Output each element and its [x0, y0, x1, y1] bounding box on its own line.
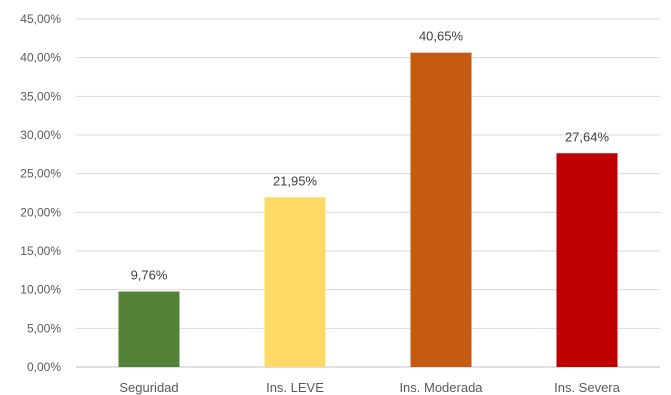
y-axis-ticks: 0,00% 5,00% 10,00% 15,00% 20,00% 25,00% 30,00%… [20, 12, 61, 374]
data-label: 27,64% [565, 129, 610, 144]
category-label: Seguridad [119, 380, 178, 395]
x-axis-categories: Seguridad Ins. LEVE Ins. Moderada Ins. Seve… [119, 380, 620, 395]
y-tick-label: 15,00% [20, 244, 61, 258]
data-label: 9,76% [131, 268, 168, 283]
y-tick-label: 45,00% [20, 12, 61, 26]
y-tick-label: 10,00% [20, 283, 61, 297]
y-tick-label: 30,00% [20, 128, 61, 142]
bar [118, 291, 180, 367]
y-tick-label: 25,00% [20, 167, 61, 181]
y-tick-label: 20,00% [20, 205, 61, 219]
data-label: 21,95% [273, 173, 318, 188]
data-label: 40,65% [419, 29, 464, 44]
y-tick-label: 5,00% [27, 321, 61, 335]
y-tick-label: 35,00% [20, 89, 61, 103]
y-tick-label: 40,00% [20, 51, 61, 65]
bar [410, 52, 472, 367]
y-tick-label: 0,00% [27, 360, 61, 374]
category-label: Ins. Severa [554, 380, 621, 395]
category-label: Ins. LEVE [266, 380, 324, 395]
data-labels: 9,76% 21,95% 40,65% 27,64% [131, 29, 610, 283]
bar [556, 153, 618, 367]
bar [264, 197, 326, 367]
category-label: Ins. Moderada [399, 380, 483, 395]
bars [118, 52, 618, 367]
